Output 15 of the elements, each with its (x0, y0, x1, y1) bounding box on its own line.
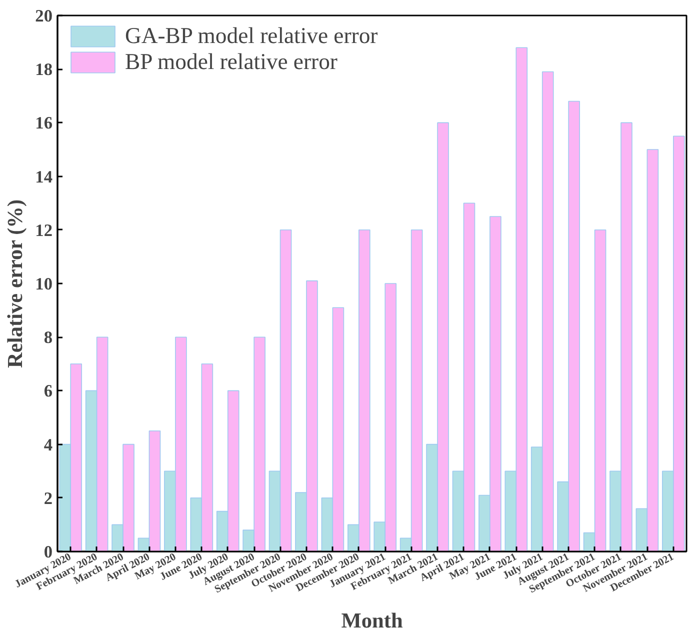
y-tick-label: 8 (44, 328, 53, 348)
y-tick-label: 0 (44, 542, 53, 562)
y-tick-label: 18 (35, 60, 53, 80)
y-tick-label: 20 (35, 6, 52, 26)
y-tick-label: 14 (35, 167, 53, 186)
y-tick-label: 6 (44, 382, 53, 401)
y-tick-label: 16 (35, 114, 53, 133)
y-tick-label: 2 (44, 488, 53, 508)
y-tick-label: 12 (35, 220, 52, 240)
y-tick-label: 10 (35, 274, 52, 294)
y-tick-label: 4 (44, 435, 53, 454)
x-axis-title: Month (341, 608, 403, 633)
legend-label: GA-BP model relative error (125, 23, 378, 49)
legend-label: BP model relative error (125, 49, 338, 75)
y-axis-title: Relative error (%) (3, 199, 28, 368)
